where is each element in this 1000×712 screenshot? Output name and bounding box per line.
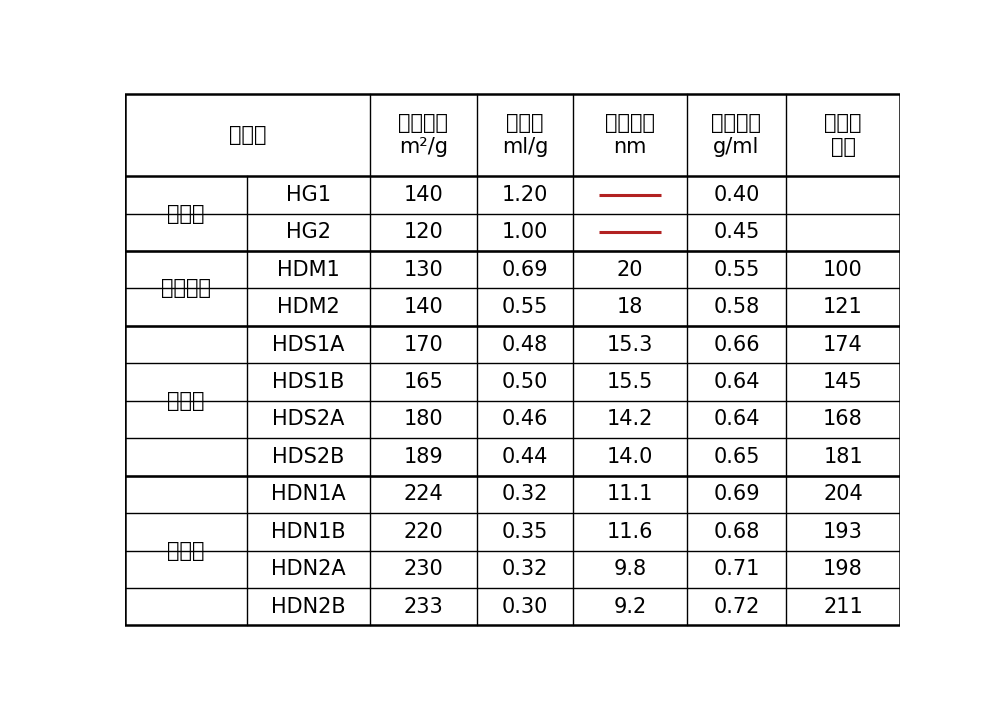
Text: 0.45: 0.45	[713, 222, 760, 242]
Text: 11.1: 11.1	[607, 484, 653, 504]
Text: 11.6: 11.6	[607, 522, 653, 542]
Text: 204: 204	[823, 484, 863, 504]
Text: HDN2A: HDN2A	[271, 560, 346, 580]
Text: HDN1B: HDN1B	[271, 522, 346, 542]
Text: 180: 180	[404, 409, 443, 429]
Text: 0.44: 0.44	[502, 447, 548, 467]
Text: 14.0: 14.0	[607, 447, 653, 467]
Text: 0.71: 0.71	[713, 560, 760, 580]
Text: HDS1A: HDS1A	[272, 335, 345, 355]
Text: 0.32: 0.32	[502, 560, 548, 580]
Text: HG2: HG2	[286, 222, 331, 242]
Text: 224: 224	[404, 484, 443, 504]
Text: 催化剂: 催化剂	[824, 112, 862, 133]
Text: 9.8: 9.8	[613, 560, 646, 580]
Text: 0.48: 0.48	[502, 335, 548, 355]
Text: 1.00: 1.00	[502, 222, 548, 242]
Text: 0.64: 0.64	[713, 409, 760, 429]
Text: 189: 189	[404, 447, 443, 467]
Text: HDS2B: HDS2B	[272, 447, 345, 467]
Text: 孔容，: 孔容，	[506, 112, 544, 133]
Text: 100: 100	[823, 260, 863, 280]
Text: 233: 233	[404, 597, 443, 617]
Text: 193: 193	[823, 522, 863, 542]
Text: HG1: HG1	[286, 185, 331, 205]
Text: HDS1B: HDS1B	[272, 372, 345, 392]
Text: 活性: 活性	[831, 137, 856, 157]
Text: 0.50: 0.50	[502, 372, 548, 392]
Text: 120: 120	[404, 222, 443, 242]
Text: 211: 211	[823, 597, 863, 617]
Text: 168: 168	[823, 409, 863, 429]
Text: 0.69: 0.69	[713, 484, 760, 504]
Text: 198: 198	[823, 560, 863, 580]
Text: m²/g: m²/g	[399, 137, 448, 157]
Text: 0.40: 0.40	[713, 185, 760, 205]
Text: 催化剂: 催化剂	[229, 125, 266, 145]
Text: 14.2: 14.2	[607, 409, 653, 429]
Text: 121: 121	[823, 297, 863, 317]
Text: 0.72: 0.72	[713, 597, 760, 617]
Text: 145: 145	[823, 372, 863, 392]
Text: 保护剂: 保护剂	[167, 204, 205, 224]
Text: ml/g: ml/g	[502, 137, 548, 157]
Text: 140: 140	[404, 185, 443, 205]
Text: 可几孔径: 可几孔径	[605, 112, 655, 133]
Text: 0.69: 0.69	[502, 260, 548, 280]
Text: 0.64: 0.64	[713, 372, 760, 392]
Text: 0.46: 0.46	[502, 409, 548, 429]
Text: 130: 130	[404, 260, 443, 280]
Text: HDN2B: HDN2B	[271, 597, 346, 617]
Text: 15.5: 15.5	[607, 372, 653, 392]
Text: 0.32: 0.32	[502, 484, 548, 504]
Text: 0.68: 0.68	[713, 522, 760, 542]
Text: 0.65: 0.65	[713, 447, 760, 467]
Text: 脱硫剂: 脱硫剂	[167, 391, 205, 411]
Text: 0.55: 0.55	[502, 297, 548, 317]
Text: 15.3: 15.3	[607, 335, 653, 355]
Text: HDM1: HDM1	[277, 260, 340, 280]
Text: 220: 220	[404, 522, 443, 542]
Text: 165: 165	[403, 372, 443, 392]
Text: 0.35: 0.35	[502, 522, 548, 542]
Text: 堆密度，: 堆密度，	[711, 112, 761, 133]
Text: 174: 174	[823, 335, 863, 355]
Text: nm: nm	[613, 137, 647, 157]
Text: 0.58: 0.58	[713, 297, 760, 317]
Text: HDS2A: HDS2A	[272, 409, 345, 429]
Text: 18: 18	[617, 297, 643, 317]
Text: 20: 20	[617, 260, 643, 280]
Text: 140: 140	[404, 297, 443, 317]
Text: 9.2: 9.2	[613, 597, 647, 617]
Text: 170: 170	[404, 335, 443, 355]
Text: 0.55: 0.55	[713, 260, 760, 280]
Text: HDM2: HDM2	[277, 297, 340, 317]
Text: HDN1A: HDN1A	[271, 484, 346, 504]
Text: 0.30: 0.30	[502, 597, 548, 617]
Text: 比表面，: 比表面，	[398, 112, 448, 133]
Text: 脱金属剂: 脱金属剂	[161, 278, 211, 298]
Text: 脱氮剂: 脱氮剂	[167, 540, 205, 560]
Text: 0.66: 0.66	[713, 335, 760, 355]
Text: 181: 181	[823, 447, 863, 467]
Text: 230: 230	[404, 560, 443, 580]
Text: g/ml: g/ml	[713, 137, 760, 157]
Text: 1.20: 1.20	[502, 185, 548, 205]
